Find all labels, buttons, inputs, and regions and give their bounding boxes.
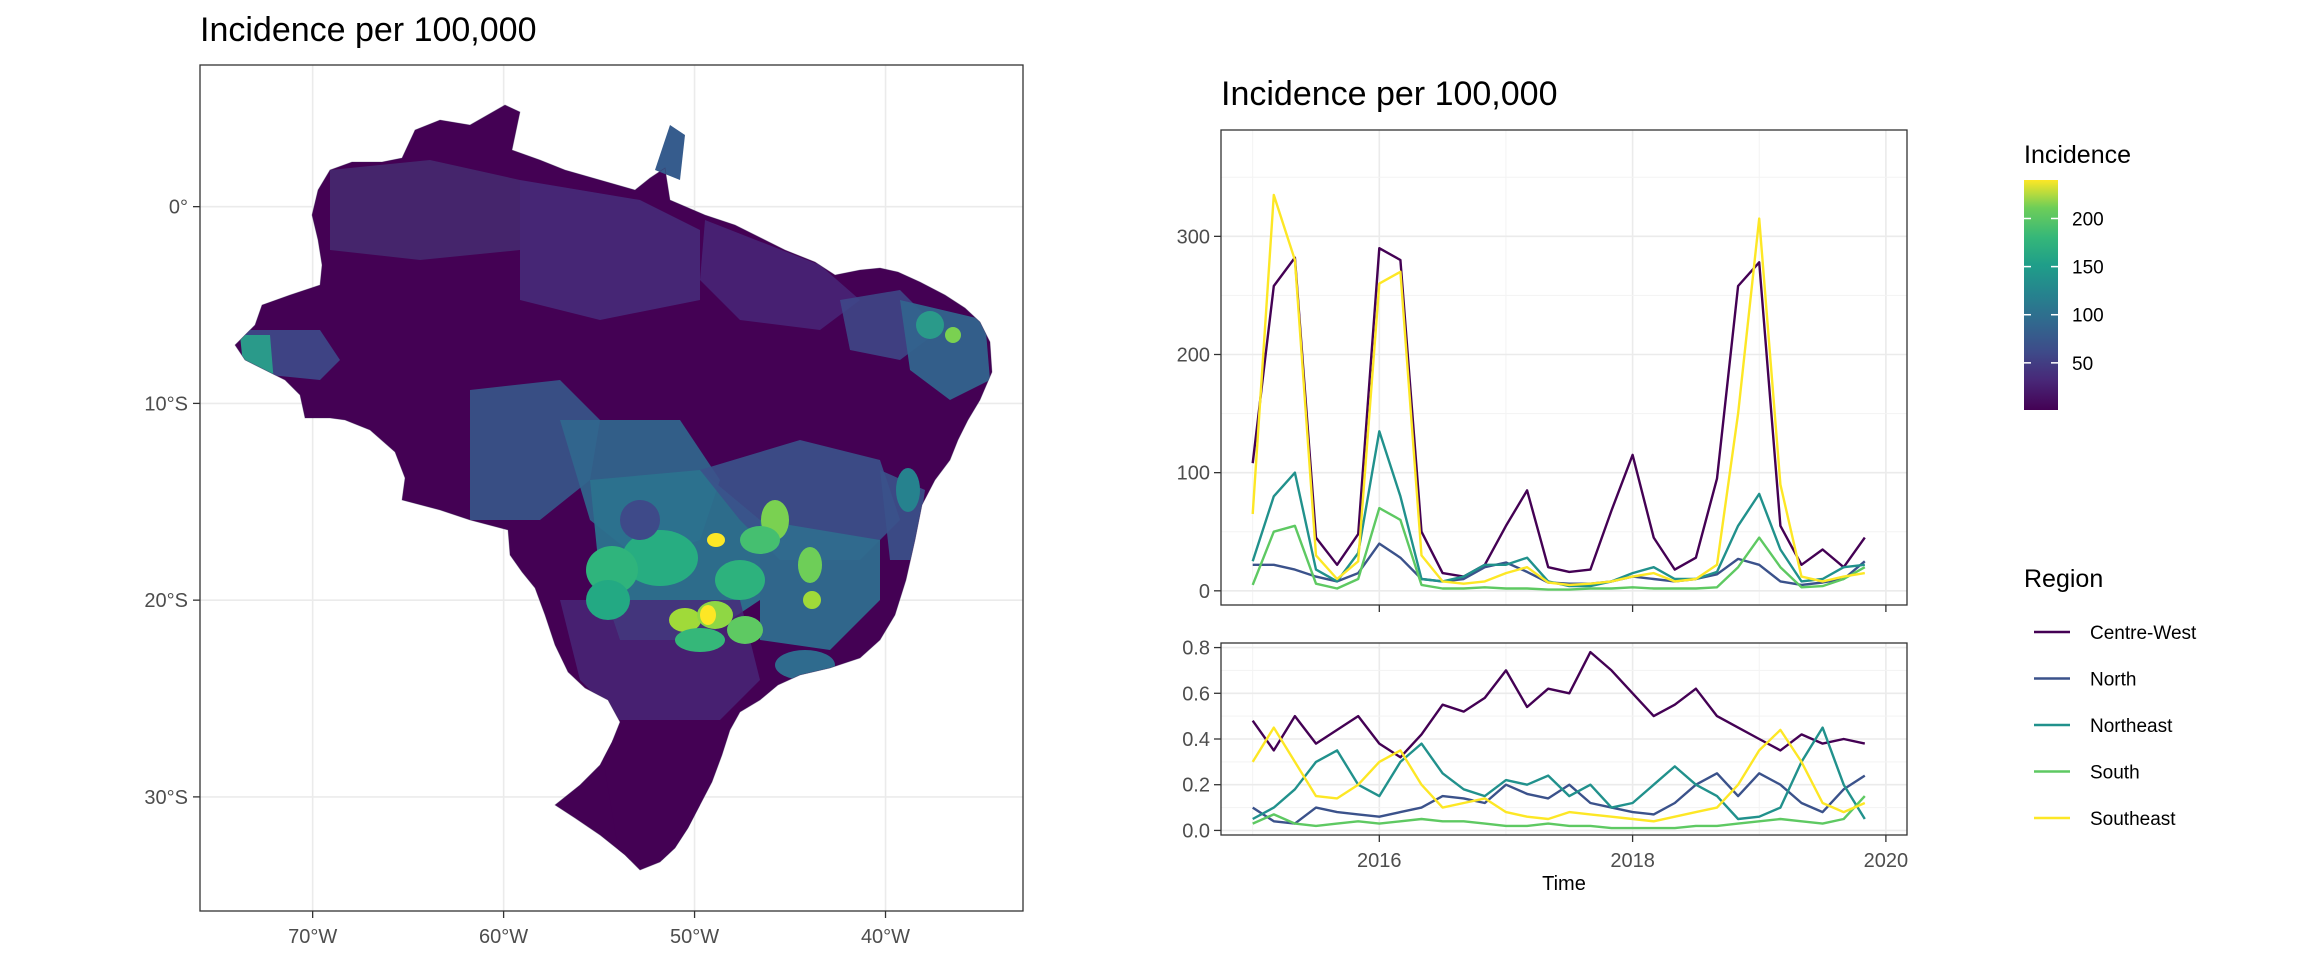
choropleth-region xyxy=(760,520,880,650)
colorbar-tick-label: 150 xyxy=(2072,258,2104,279)
y-tick-label: 100 xyxy=(1177,463,1210,485)
bottom-series-lines xyxy=(1251,650,1866,830)
bottom-y-axis: 0.0 0.2 0.4 0.6 0.8 xyxy=(1182,638,1221,842)
legend-label: Northeast xyxy=(2090,716,2173,737)
colorbar-tick-label: 200 xyxy=(2072,209,2104,230)
choropleth-region xyxy=(715,560,765,600)
legend-label: Centre-West xyxy=(2090,623,2197,644)
top-x-axis xyxy=(1378,605,1887,612)
series-line-south xyxy=(1252,795,1866,830)
top-series-lines xyxy=(1251,193,1866,591)
x-axis-title: Time xyxy=(1542,873,1586,895)
choropleth-region xyxy=(700,220,860,330)
choropleth-region xyxy=(655,125,685,180)
choropleth-region xyxy=(740,526,780,554)
choropleth-region xyxy=(727,616,763,644)
map-x-tick-label: 50°W xyxy=(670,926,719,948)
brazil-choropleth xyxy=(234,104,993,871)
colorbar-tick-label: 50 xyxy=(2072,354,2093,375)
choropleth-region xyxy=(916,311,944,339)
choropleth-region xyxy=(600,740,700,860)
x-tick-label: 2020 xyxy=(1864,850,1909,872)
choropleth-region xyxy=(669,608,701,632)
choropleth-region xyxy=(803,591,821,609)
series-line-centre-west xyxy=(1251,246,1866,578)
incidence-colorbar-legend: Incidence 50 100 150 200 xyxy=(2024,141,2131,410)
map-y-tick-label: 10°S xyxy=(144,393,188,415)
bottom-x-axis: 2016 2018 2020 xyxy=(1357,835,1908,872)
legend-label: Southeast xyxy=(2090,809,2176,830)
choropleth-region xyxy=(520,180,700,320)
map-y-tick-label: 20°S xyxy=(144,590,188,612)
series-line-northeast xyxy=(1252,726,1866,821)
top-panel-bg xyxy=(1221,130,1907,605)
series-line-north xyxy=(1252,772,1866,825)
choropleth-region xyxy=(620,500,660,540)
series-line-southeast xyxy=(1251,726,1866,823)
y-tick-label: 0.2 xyxy=(1182,775,1210,797)
colorbar-gradient xyxy=(2024,180,2058,410)
legend-label: South xyxy=(2090,763,2140,784)
colorbar-tick-label: 100 xyxy=(2072,306,2104,327)
colorbar-title: Incidence xyxy=(2024,141,2131,169)
map-y-tick-label: 30°S xyxy=(144,787,188,809)
choropleth-region xyxy=(586,580,630,620)
choropleth-region xyxy=(330,160,520,260)
choropleth-region xyxy=(896,468,920,512)
choropleth-region xyxy=(675,628,725,652)
map-y-axis: 0° 10°S 20°S 30°S xyxy=(144,197,200,809)
region-legend-title: Region xyxy=(2024,565,2103,593)
series-line-centre-west xyxy=(1251,650,1866,759)
map-x-tick-label: 70°W xyxy=(288,926,337,948)
map-x-tick-label: 60°W xyxy=(479,926,528,948)
region-legend: Region Centre-West North Northeast South Sou… xyxy=(2024,565,2197,830)
choropleth-region xyxy=(622,530,698,586)
series-line-southeast xyxy=(1251,193,1865,587)
choropleth-region xyxy=(707,533,725,547)
map-x-tick-label: 40°W xyxy=(861,926,910,948)
ts-title: Incidence per 100,000 xyxy=(1221,75,1557,113)
y-tick-label: 0.4 xyxy=(1182,729,1210,751)
map-panel-border xyxy=(199,64,1024,912)
y-tick-label: 200 xyxy=(1177,345,1210,367)
y-tick-label: 0.6 xyxy=(1182,683,1210,705)
y-tick-label: 300 xyxy=(1177,226,1210,248)
map-title: Incidence per 100,000 xyxy=(200,11,536,49)
top-gridlines xyxy=(1221,130,1907,605)
choropleth-fills xyxy=(240,160,990,860)
y-tick-label: 0 xyxy=(1199,581,1210,603)
choropleth-region xyxy=(700,605,716,625)
x-tick-label: 2016 xyxy=(1357,850,1402,872)
choropleth-region xyxy=(470,380,600,520)
choropleth-region xyxy=(945,327,961,343)
region-legend-items: Centre-West North Northeast South Southeast xyxy=(2034,623,2197,830)
y-tick-label: 0.0 xyxy=(1182,820,1210,842)
colorbar-ticks: 50 100 150 200 xyxy=(2024,209,2104,375)
map-y-tick-label: 0° xyxy=(169,197,188,219)
series-line-south xyxy=(1251,506,1866,591)
x-tick-label: 2018 xyxy=(1610,850,1655,872)
choropleth-region xyxy=(798,547,822,583)
brazil-outline xyxy=(234,104,993,871)
map-panel: Incidence per 100,000 70°W 60°W 50°W 40°W 0… xyxy=(144,11,1024,948)
top-y-axis: 0 100 200 300 xyxy=(1177,226,1221,603)
y-tick-label: 0.8 xyxy=(1182,638,1210,660)
bottom-gridlines xyxy=(1221,643,1907,835)
legend-label: North xyxy=(2090,670,2136,691)
top-panel-border xyxy=(1220,129,1908,606)
map-x-axis: 70°W 60°W 50°W 40°W xyxy=(288,911,910,948)
